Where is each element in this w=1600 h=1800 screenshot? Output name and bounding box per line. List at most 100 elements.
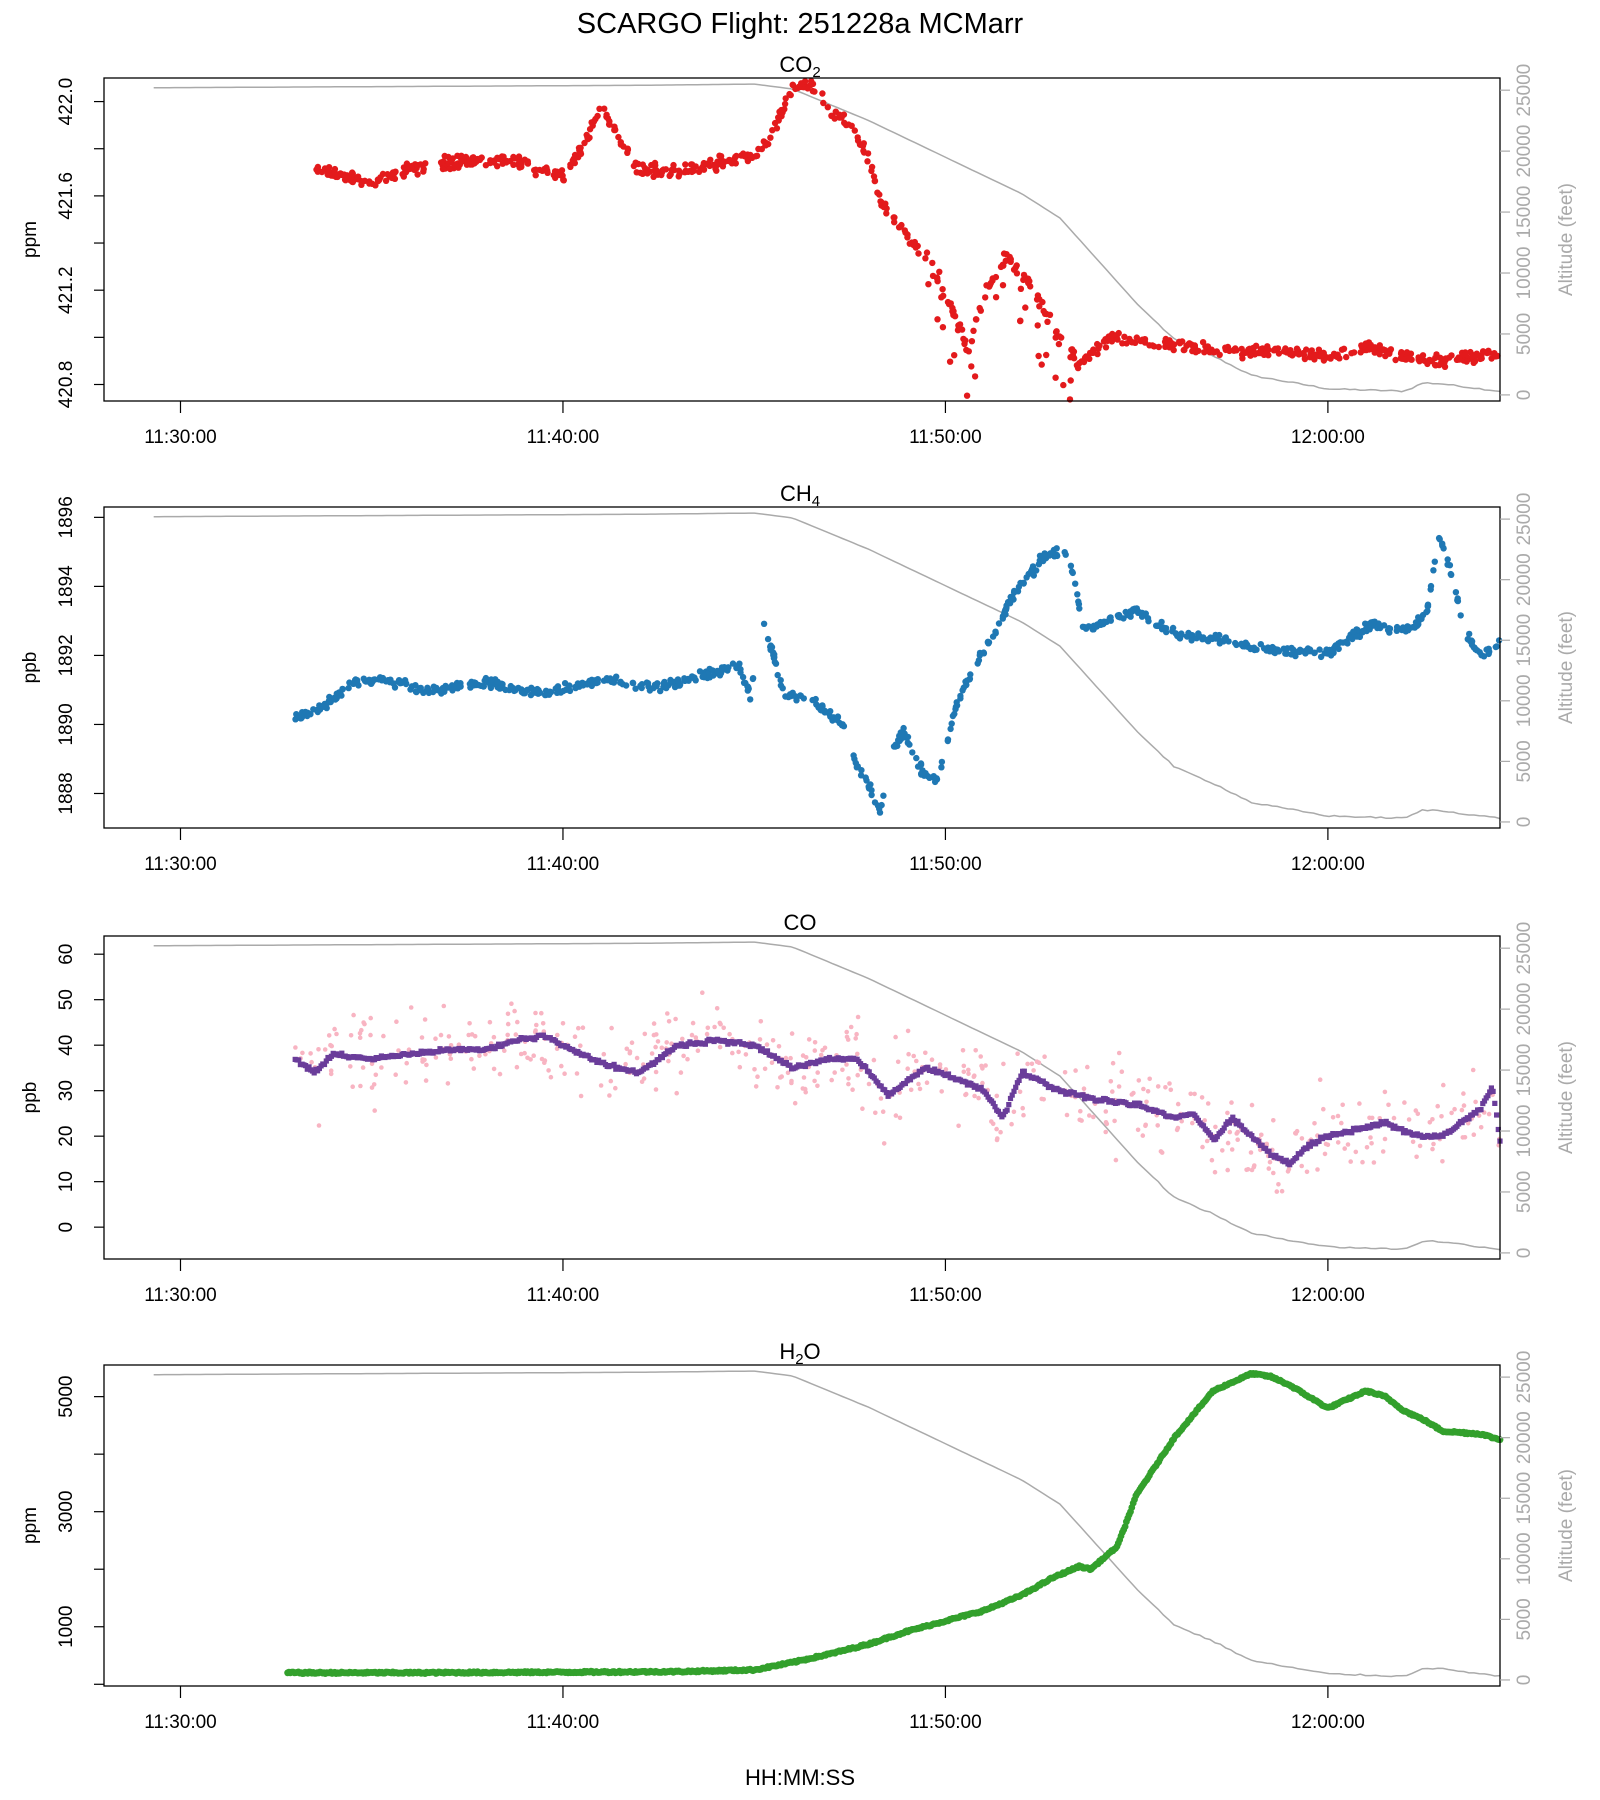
co-raw-point (978, 1054, 983, 1059)
co-raw-point (555, 1032, 560, 1038)
co-raw-point (369, 1085, 375, 1090)
co-raw-point (1081, 1086, 1087, 1091)
co-raw-point (1200, 1144, 1205, 1150)
co2-point (384, 171, 391, 178)
co-raw-point (714, 1006, 720, 1011)
co-raw-point (762, 1066, 768, 1072)
co-smoothed-point (1013, 1084, 1019, 1090)
co-raw-point (758, 1019, 764, 1024)
co2-point (970, 327, 977, 334)
co2-point (1282, 345, 1289, 352)
co-raw-point (678, 1070, 684, 1075)
ch4-point (951, 710, 958, 718)
y-tick-label: 3000 (56, 1491, 77, 1533)
ch4-point (898, 730, 905, 737)
y-tick-label: 5000 (56, 1375, 77, 1417)
co-raw-point (980, 1080, 985, 1086)
co2-point (1017, 317, 1024, 325)
co-raw-point (854, 1031, 859, 1037)
ch4-point (1216, 640, 1224, 647)
ch4-point (494, 678, 501, 685)
co-raw-point (1163, 1085, 1168, 1090)
co-raw-point (840, 1067, 845, 1073)
ch4-point (1317, 653, 1325, 661)
y2-tick-label: 20000 (1514, 553, 1535, 606)
co-raw-point (1271, 1118, 1276, 1123)
co2-point (897, 223, 904, 230)
co-raw-point (423, 1078, 429, 1083)
co2-point (854, 137, 862, 144)
y2-axis-label: Altitude (feet) (1556, 1041, 1577, 1154)
co2-point (1020, 271, 1028, 279)
co-raw-point (1167, 1081, 1172, 1086)
ch4-point (1020, 580, 1027, 587)
co2-point (1416, 358, 1423, 365)
co-raw-point (770, 1038, 776, 1043)
ch4-point (449, 687, 456, 694)
ch4-point (1117, 614, 1124, 621)
co-raw-point (1267, 1159, 1273, 1165)
co-raw-point (1116, 1084, 1122, 1089)
co-raw-point (1119, 1069, 1125, 1074)
ch4-point (1046, 552, 1053, 559)
co-raw-point (788, 1055, 793, 1061)
x-tick-label: 12:00:00 (1291, 1712, 1365, 1733)
co-raw-point (422, 1017, 428, 1022)
co-raw-point (1357, 1101, 1362, 1106)
panel-title: CO (784, 910, 817, 935)
y2-tick-label: 20000 (1514, 1411, 1535, 1464)
co2-point (781, 100, 789, 108)
ch4-point (774, 671, 781, 679)
y-tick-label: 1896 (56, 496, 77, 538)
co2-point (695, 168, 703, 175)
co-raw-point (1085, 1064, 1090, 1070)
co-raw-point (322, 1047, 328, 1052)
co-raw-point (897, 1115, 903, 1121)
co2-point (478, 154, 485, 161)
co-raw-point (800, 1053, 806, 1058)
ch4-point (632, 685, 639, 692)
co-raw-point (308, 1051, 313, 1056)
co-raw-point (783, 1055, 789, 1061)
y-axis-label: ppb (20, 652, 41, 684)
y-tick-label: 420.8 (56, 361, 77, 409)
co-raw-point (943, 1067, 949, 1072)
co-raw-point (329, 1043, 335, 1049)
co2-point (345, 172, 352, 179)
co-raw-point (792, 1100, 798, 1106)
ch4-point (1172, 630, 1179, 637)
co-raw-point (1110, 1089, 1115, 1094)
ch4-point (529, 687, 537, 694)
co2-point (1006, 253, 1013, 261)
co2-point (809, 87, 816, 95)
y2-tick-label: 10000 (1514, 674, 1535, 727)
co-raw-point (778, 1075, 783, 1080)
co-raw-point (654, 1032, 659, 1037)
co2-point (753, 152, 761, 159)
ch4-point (1480, 653, 1488, 660)
co-raw-point (469, 1056, 474, 1062)
y-tick-label: 1892 (56, 634, 77, 676)
co-raw-point (705, 1025, 711, 1031)
co-raw-point (1439, 1114, 1444, 1119)
co-raw-point (1155, 1084, 1161, 1089)
ch4-point (1036, 552, 1044, 559)
co2-point (860, 140, 867, 147)
ch4-point (545, 691, 553, 698)
co-raw-point (653, 1087, 659, 1092)
co-raw-point (845, 1037, 851, 1042)
altitude-line (153, 512, 1501, 820)
x-tick-label: 11:30:00 (144, 1712, 217, 1733)
co2-point (1082, 353, 1090, 360)
ch4-point (938, 758, 946, 766)
co2-point (686, 167, 693, 175)
co2-point (775, 114, 782, 121)
co-raw-point (487, 1019, 493, 1025)
co2-point (936, 268, 943, 275)
co-raw-point (574, 1071, 580, 1076)
co-raw-point (580, 1025, 586, 1030)
co2-point (1165, 340, 1173, 348)
ch4-point (852, 759, 859, 767)
co2-point (769, 127, 776, 134)
ch4-point (1476, 649, 1483, 656)
